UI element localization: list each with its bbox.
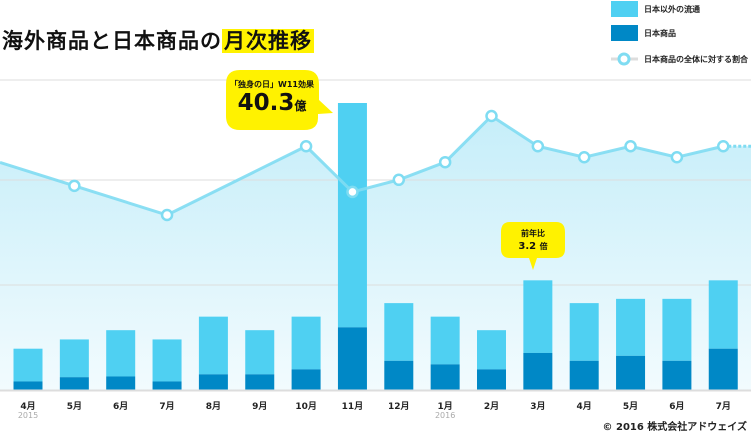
bar-other: [477, 330, 506, 370]
copyright: © 2016 株式会社アドウェイズ: [602, 422, 748, 433]
x-tick-label: 11月: [341, 402, 364, 412]
callout-bubble-november: [226, 70, 333, 130]
x-tick-label: 5月: [66, 402, 82, 412]
title-highlight: 月次推移: [222, 29, 314, 53]
legend-swatch-other: [611, 1, 638, 17]
bar-japan: [198, 374, 228, 390]
callout-caption: 前年比: [521, 229, 545, 238]
ratio-marker: [717, 140, 730, 153]
legend-label: 日本商品の全体に対する割合: [644, 54, 748, 64]
bar-japan: [337, 327, 367, 390]
ratio-marker: [577, 151, 591, 164]
bar-japan: [291, 369, 321, 390]
year-label: 2016: [434, 411, 456, 420]
bar-other: [708, 280, 738, 349]
ratio-marker: [624, 140, 637, 153]
x-tick-label: 9月: [252, 402, 268, 412]
bar-japan: [13, 381, 43, 390]
ratio-marker: [485, 109, 498, 123]
ratio-marker: [68, 179, 81, 193]
bar-other: [569, 303, 599, 361]
bar-other: [662, 298, 692, 361]
chart-title: 海外商品と日本商品の月次推移: [2, 25, 314, 55]
bar-other: [291, 316, 321, 370]
bar-japan: [616, 355, 646, 390]
x-tick-label: 7月: [715, 402, 731, 412]
ratio-marker: [299, 140, 313, 153]
x-tick-label: 4月: [20, 402, 36, 412]
bar-japan: [662, 360, 692, 390]
ratio-area: [0, 116, 751, 390]
bar-other: [430, 316, 460, 365]
bar-japan: [523, 352, 553, 390]
bar-japan: [59, 377, 89, 390]
bar-other: [337, 103, 367, 328]
ratio-marker: [438, 155, 452, 169]
bar-other: [106, 330, 136, 377]
bar-other: [59, 339, 89, 378]
bar-other: [198, 316, 228, 375]
x-tick-label: 7月: [159, 402, 175, 412]
x-tick-label: 3月: [530, 402, 546, 412]
bar-japan: [384, 360, 414, 390]
bar-japan: [106, 376, 136, 390]
callout-march: 前年比 3.2 倍: [501, 222, 565, 258]
bar-japan: [430, 364, 460, 390]
bar-other: [245, 330, 275, 375]
ratio-marker: [160, 208, 174, 222]
callout-november: 「独身の日」W11効果 40.3億: [226, 70, 318, 130]
bar-other: [152, 339, 182, 382]
legend-item-ratio: 日本商品の全体に対する割合: [611, 51, 748, 67]
legend-item-other: 日本以外の流通: [611, 1, 700, 17]
callout-unit: 億: [294, 99, 307, 113]
callout-value: 40.3: [237, 90, 295, 116]
bar-japan: [245, 374, 275, 390]
bar-other: [523, 280, 553, 353]
legend-item-japan: 日本商品: [611, 25, 676, 41]
callout-bubble-march: [501, 222, 565, 270]
x-tick-label: 4月: [576, 402, 592, 412]
x-tick-label: 1月: [437, 402, 453, 412]
legend-label: 日本商品: [644, 28, 676, 38]
bar-other: [616, 298, 646, 356]
ratio-marker: [346, 185, 359, 199]
x-tick-label: 5月: [622, 402, 639, 412]
legend-label: 日本以外の流通: [644, 4, 700, 14]
ratio-marker: [670, 151, 684, 164]
callout-unit: 倍: [539, 242, 548, 251]
x-tick-label: 8月: [205, 402, 222, 412]
ratio-marker: [392, 173, 406, 187]
callout-value: 3.2: [518, 241, 537, 252]
x-tick-label: 10月: [295, 402, 317, 412]
legend-swatch-japan: [611, 25, 638, 41]
bar-japan: [708, 348, 738, 390]
bar-japan: [477, 369, 506, 390]
ratio-marker: [531, 140, 545, 153]
bar-japan: [152, 381, 182, 390]
year-label: 2015: [17, 411, 39, 420]
bar-japan: [569, 360, 599, 390]
x-tick-label: 6月: [669, 402, 685, 412]
x-tick-label: 12月: [388, 402, 410, 412]
legend-line-marker-icon: [611, 52, 638, 66]
callout-caption: 「独身の日」W11効果: [230, 80, 314, 89]
x-tick-label: 2月: [483, 402, 500, 412]
x-tick-label: 6月: [113, 402, 129, 412]
title-main: 海外商品と日本商品の: [2, 29, 222, 53]
bar-other: [384, 303, 414, 361]
bar-other: [13, 348, 43, 382]
